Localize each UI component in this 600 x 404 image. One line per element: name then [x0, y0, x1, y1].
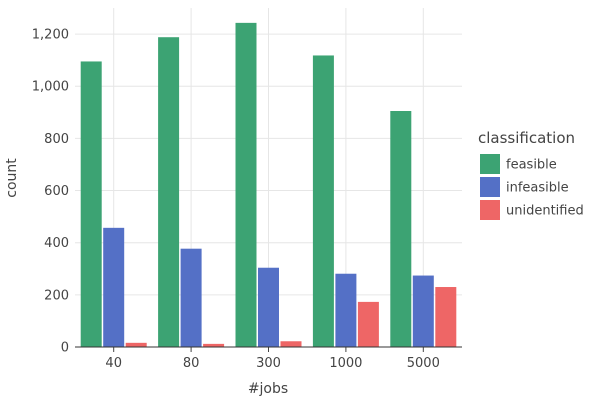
bar-unidentified-5000 — [435, 287, 457, 347]
y-tick-label: 1,000 — [32, 80, 69, 95]
y-axis-title: count — [4, 158, 20, 198]
bars — [80, 22, 457, 348]
bar-unidentified-1000 — [357, 301, 379, 347]
bar-infeasible-1000 — [335, 273, 357, 347]
y-tick-label: 800 — [44, 132, 69, 147]
bar-unidentified-80 — [203, 343, 225, 347]
x-tick-label: 5000 — [407, 356, 440, 371]
x-tick-label: 1000 — [329, 356, 362, 371]
x-tick-label: 80 — [183, 356, 200, 371]
bar-unidentified-40 — [125, 342, 147, 347]
legend-swatch-infeasible — [480, 177, 500, 197]
legend: classification feasible infeasible unident… — [478, 129, 584, 220]
x-tick-label: 40 — [105, 356, 122, 371]
legend-label-feasible: feasible — [506, 158, 557, 173]
y-tick-label: 200 — [44, 288, 69, 303]
x-axis-title: #jobs — [248, 381, 288, 397]
y-tick-label: 0 — [61, 341, 69, 356]
bar-feasible-1000 — [312, 55, 334, 348]
y-tick-label: 1,200 — [32, 28, 69, 43]
x-tick-label: 300 — [256, 356, 281, 371]
legend-swatch-feasible — [480, 154, 500, 174]
y-tick-label: 400 — [44, 236, 69, 251]
legend-label-infeasible: infeasible — [506, 181, 569, 196]
bar-infeasible-300 — [258, 267, 279, 347]
bar-feasible-5000 — [390, 111, 412, 347]
bar-feasible-300 — [235, 22, 257, 348]
bar-infeasible-80 — [180, 248, 202, 347]
y-tick-labels: 0 200 400 600 800 1,000 1,200 — [32, 28, 69, 356]
legend-label-unidentified: unidentified — [506, 204, 584, 219]
bar-unidentified-300 — [280, 341, 302, 347]
bar-infeasible-5000 — [412, 275, 434, 347]
x-tick-labels: 40 80 300 1000 5000 — [105, 356, 439, 371]
bar-feasible-80 — [158, 37, 180, 348]
bar-infeasible-40 — [103, 227, 125, 347]
bar-feasible-40 — [80, 61, 102, 347]
legend-title: classification — [478, 129, 575, 147]
legend-swatch-unidentified — [480, 200, 500, 220]
y-tick-label: 600 — [44, 184, 69, 199]
